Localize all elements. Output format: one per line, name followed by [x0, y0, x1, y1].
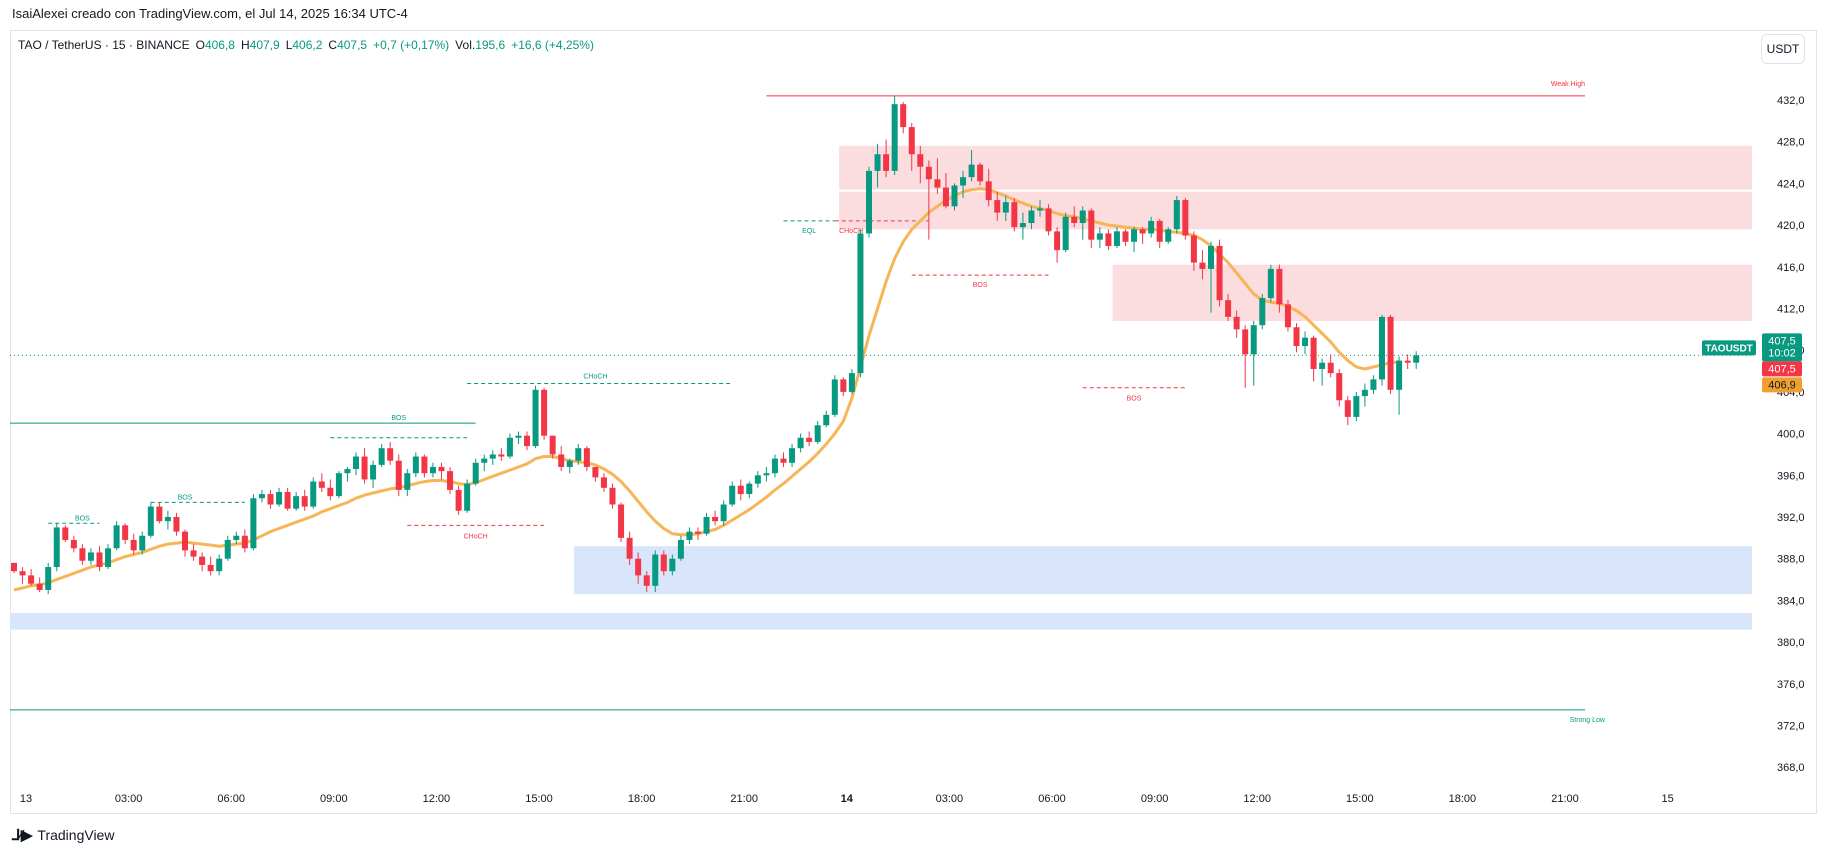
tradingview-brand[interactable]: ⅃⁄▶ TradingView: [12, 826, 114, 844]
ohlc-high: H407,9: [240, 38, 280, 52]
ohlc-low: L406,2: [285, 38, 323, 52]
price-change: +0,7 (+0,17%): [373, 38, 450, 52]
ohlc-close: C407,5: [328, 38, 368, 52]
symbol-legend: TAO / TetherUS · 15 · BINANCE O406,8 H40…: [18, 38, 594, 52]
symbol-line: TAO / TetherUS · 15 · BINANCE: [18, 38, 190, 52]
brand-label: TradingView: [37, 827, 115, 843]
currency-button[interactable]: USDT: [1761, 34, 1805, 64]
tradingview-logo-icon: ⅃⁄▶: [12, 827, 32, 844]
volume: Vol.195,6: [455, 38, 506, 52]
ohlc-open: O406,8: [195, 38, 235, 52]
chart-frame: [10, 30, 1817, 814]
attribution-text: IsaiAlexei creado con TradingView.com, e…: [12, 6, 408, 21]
volume-change: +16,6 (+4,25%): [511, 38, 594, 52]
